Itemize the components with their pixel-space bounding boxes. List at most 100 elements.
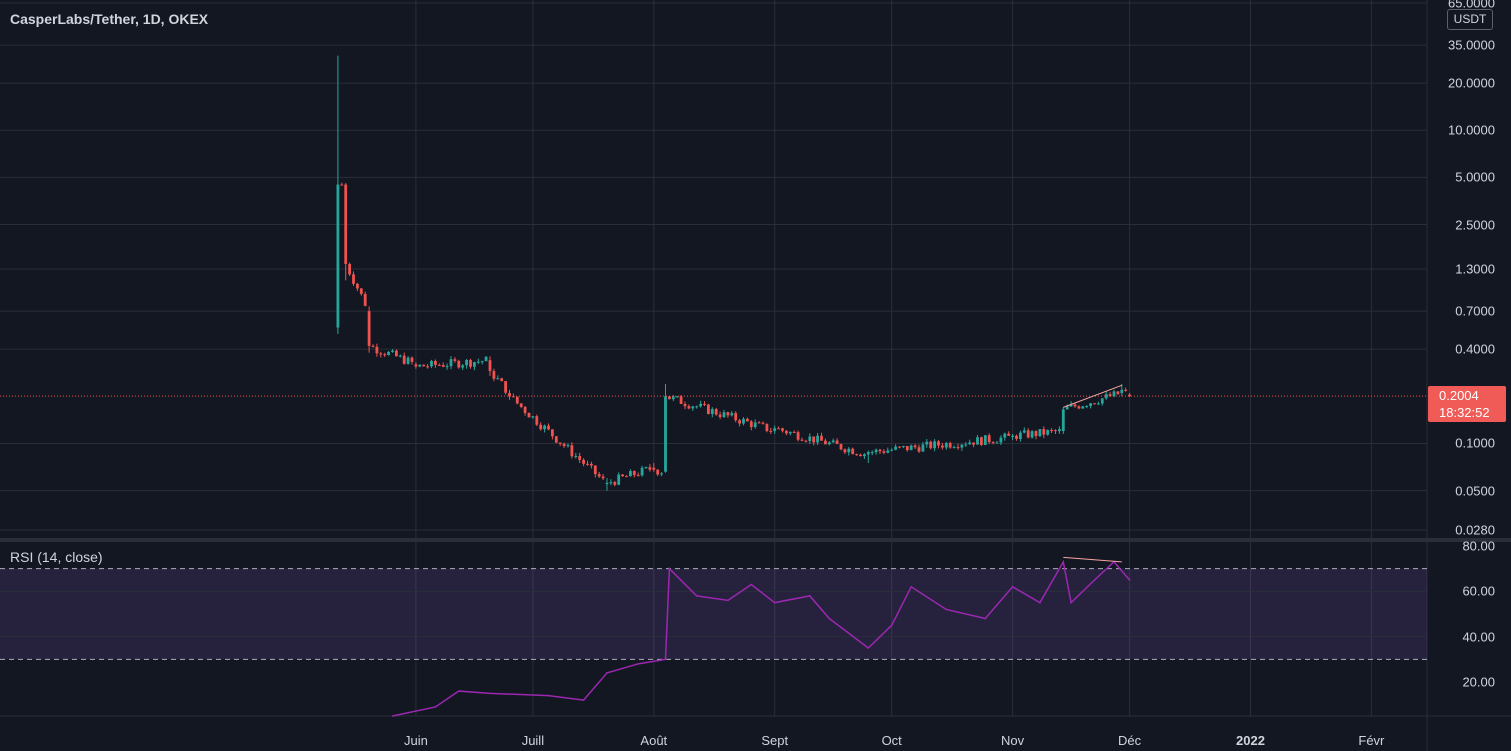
candle-body — [843, 449, 847, 453]
candle-body — [866, 452, 870, 455]
candle-body — [515, 396, 519, 404]
candle-body — [336, 184, 340, 328]
price-tick-label: 1.3000 — [1455, 261, 1495, 277]
rsi-trendline — [1063, 556, 1122, 563]
candle-body — [707, 404, 710, 415]
rsi-point — [910, 586, 912, 588]
candle-body — [761, 422, 765, 424]
candle-body — [937, 441, 940, 446]
candle-body — [1089, 403, 1092, 407]
candle-body — [391, 350, 394, 352]
rsi-band — [0, 568, 1427, 660]
candle-body — [1073, 404, 1077, 407]
rsi-point — [984, 617, 987, 620]
candle-body — [426, 366, 429, 368]
candle-body — [746, 418, 749, 422]
candle-body — [859, 454, 862, 457]
time-tick-label: Févr — [1358, 733, 1385, 748]
candle-body — [983, 435, 987, 445]
candle-body — [991, 442, 995, 444]
currency-label[interactable]: USDT — [1447, 9, 1493, 30]
rsi-point — [606, 672, 608, 674]
candle-body — [831, 440, 835, 443]
candle-body — [582, 459, 585, 464]
candle-body — [652, 467, 656, 470]
candle-body — [675, 396, 679, 398]
candle-body — [757, 422, 761, 424]
candle-body — [402, 355, 406, 364]
candle-body — [441, 364, 445, 367]
candle-body — [785, 430, 788, 434]
candle-body — [944, 443, 948, 448]
candle-body — [547, 425, 550, 430]
candle-body — [566, 445, 570, 447]
candle-body — [909, 445, 913, 451]
candle-body — [636, 475, 640, 477]
candle-body — [601, 476, 605, 479]
candle-body — [621, 474, 624, 477]
rsi-tick-label: 80.00 — [1462, 538, 1495, 554]
candle-body — [699, 403, 702, 407]
candle-body — [882, 451, 886, 453]
time-tick-label: Oct — [881, 733, 902, 748]
candle-body — [558, 442, 562, 444]
candle-body — [929, 441, 933, 449]
candle-body — [679, 396, 683, 404]
candle-body — [1007, 433, 1011, 436]
candle-body — [473, 362, 476, 367]
rsi-point — [1128, 579, 1131, 581]
time-tick-label: Juin — [403, 733, 428, 748]
candle-body — [410, 357, 414, 362]
candle-body — [1042, 429, 1046, 435]
rsi-point — [458, 690, 460, 692]
candle-body — [1034, 431, 1038, 436]
candle-body — [800, 439, 804, 441]
candle-body — [1026, 430, 1030, 438]
candle-body — [749, 421, 753, 428]
last-price-value: 0.2004 — [1439, 388, 1479, 403]
candle-body — [1081, 406, 1085, 409]
candle-body — [660, 473, 663, 475]
candle-body — [640, 467, 644, 476]
candle-body — [457, 360, 461, 368]
candle-body — [730, 413, 734, 416]
candle-body — [1116, 391, 1120, 395]
rsi-point — [945, 608, 948, 611]
candle-body — [941, 445, 944, 448]
candle-body — [777, 428, 780, 430]
price-tick-label: 0.7000 — [1455, 303, 1495, 319]
candle-body — [710, 409, 714, 415]
candle-body — [648, 467, 652, 470]
candle-body — [398, 355, 402, 357]
candle-body — [422, 364, 426, 367]
candle-body — [827, 442, 831, 445]
rsi-point — [668, 567, 671, 570]
candle-body — [995, 442, 999, 444]
candle-body — [562, 443, 566, 447]
candle-body — [348, 263, 351, 275]
candle-body — [714, 409, 718, 415]
candle-body — [664, 396, 667, 472]
rsi-point — [867, 647, 870, 649]
candle-body — [629, 471, 632, 477]
candle-body — [625, 476, 628, 478]
candle-body — [972, 442, 975, 445]
rsi-indicator-title[interactable]: RSI (14, close) — [10, 549, 103, 565]
candle-body — [742, 418, 745, 424]
time-tick-label: 2022 — [1236, 733, 1265, 748]
candle-body — [430, 360, 433, 367]
candle-body — [523, 406, 527, 413]
time-tick-label: Juill — [521, 733, 545, 748]
candle-body — [1100, 398, 1104, 404]
candle-body — [925, 441, 929, 445]
rsi-point — [773, 601, 776, 604]
price-tick-label: 0.1000 — [1455, 435, 1495, 451]
candle-body — [492, 371, 496, 379]
candle-body — [445, 366, 449, 368]
candle-body — [461, 365, 465, 368]
rsi-point — [391, 715, 394, 717]
candle-body — [554, 436, 558, 443]
rsi-point — [890, 624, 893, 627]
candle-body — [980, 437, 983, 445]
